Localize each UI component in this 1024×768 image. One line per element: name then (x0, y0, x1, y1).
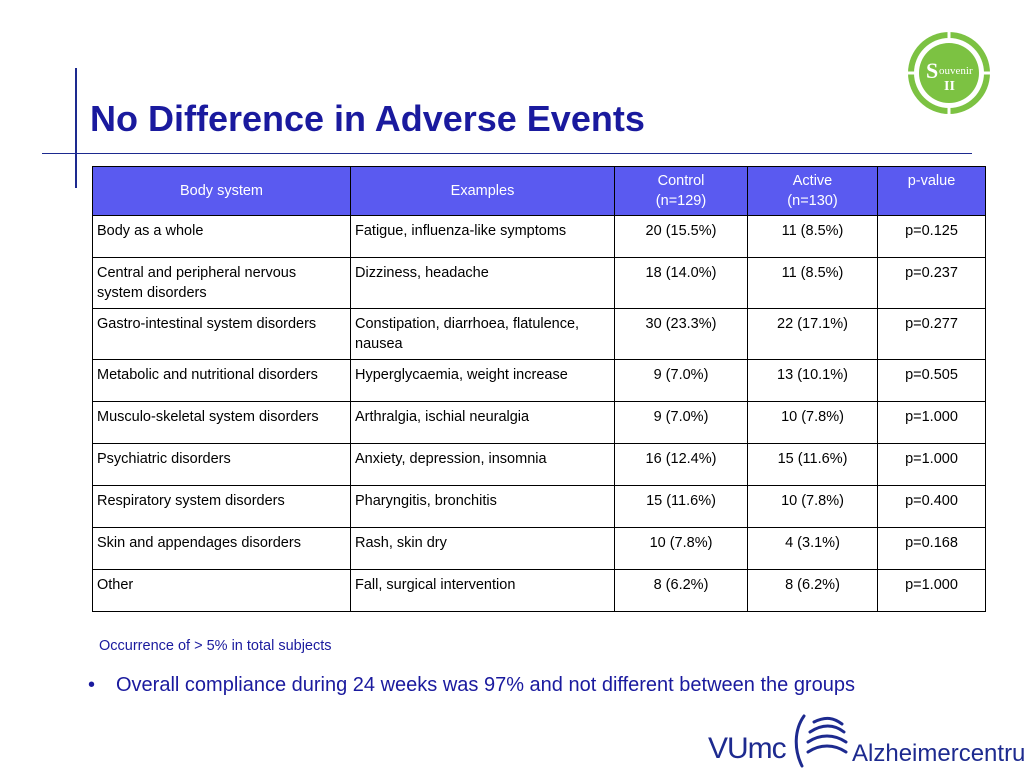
cell-body-system: Respiratory system disorders (92, 485, 351, 528)
souvenir-ii-badge-icon: S ouvenir II (906, 30, 992, 116)
cell-body-system: Central and peripheral nervous system di… (92, 257, 351, 309)
bullet-text: Overall compliance during 24 weeks was 9… (116, 674, 855, 696)
header-active-n: (n=130) (787, 193, 838, 209)
badge-word: ouvenir (939, 65, 973, 77)
cell-examples: Rash, skin dry (350, 527, 615, 570)
cell-control: 20 (15.5%) (614, 215, 748, 258)
cell-control: 15 (11.6%) (614, 485, 748, 528)
cell-examples: Fatigue, influenza-like symptoms (350, 215, 615, 258)
cell-body-system: Gastro-intestinal system disorders (92, 308, 351, 360)
cell-body-system: Metabolic and nutritional disorders (92, 359, 351, 402)
cell-examples: Dizziness, headache (350, 257, 615, 309)
table-row: Respiratory system disorders Pharyngitis… (92, 485, 986, 528)
cell-pvalue: p=1.000 (877, 443, 986, 486)
vumc-logo: VUmc Alzheimercentrum (708, 712, 1024, 768)
cell-control: 9 (7.0%) (614, 359, 748, 402)
table-row: Musculo-skeletal system disorders Arthra… (92, 401, 986, 444)
cell-pvalue: p=0.237 (877, 257, 986, 309)
cell-pvalue: p=1.000 (877, 569, 986, 612)
cell-examples: Anxiety, depression, insomnia (350, 443, 615, 486)
cell-pvalue: p=0.125 (877, 215, 986, 258)
badge-numeral: II (944, 79, 955, 94)
cell-examples: Fall, surgical intervention (350, 569, 615, 612)
decorative-vertical-line (75, 68, 77, 188)
table-row: Central and peripheral nervous system di… (92, 257, 986, 309)
logo-vumc-text: VUmc (708, 732, 787, 765)
table-row: Body as a whole Fatigue, influenza-like … (92, 215, 986, 258)
cell-control: 9 (7.0%) (614, 401, 748, 444)
cell-control: 10 (7.8%) (614, 527, 748, 570)
bullet-item: • Overall compliance during 24 weeks was … (88, 674, 855, 697)
cell-active: 4 (3.1%) (747, 527, 878, 570)
table-row: Other Fall, surgical intervention 8 (6.2… (92, 569, 986, 612)
table-footnote: Occurrence of > 5% in total subjects (99, 638, 332, 654)
cell-control: 16 (12.4%) (614, 443, 748, 486)
cell-examples: Arthralgia, ischial neuralgia (350, 401, 615, 444)
bullet-dot-icon: • (88, 674, 96, 696)
cell-examples: Hyperglycaemia, weight increase (350, 359, 615, 402)
cell-body-system: Body as a whole (92, 215, 351, 258)
cell-body-system: Other (92, 569, 351, 612)
adverse-events-table: Body system Examples Control (n=129) Acti… (92, 166, 986, 612)
cell-examples: Constipation, diarrhoea, flatulence, nau… (350, 308, 615, 360)
header-control: Control (n=129) (614, 166, 748, 216)
cell-active: 22 (17.1%) (747, 308, 878, 360)
cell-active: 10 (7.8%) (747, 401, 878, 444)
cell-active: 13 (10.1%) (747, 359, 878, 402)
cell-pvalue: p=0.277 (877, 308, 986, 360)
cell-pvalue: p=1.000 (877, 401, 986, 444)
badge-letter: S (926, 58, 938, 83)
logo-alzheimercentrum-text: Alzheimercentrum (852, 740, 1024, 767)
logo-waves-icon (794, 714, 848, 768)
table-row: Psychiatric disorders Anxiety, depressio… (92, 443, 986, 486)
table-row: Metabolic and nutritional disorders Hype… (92, 359, 986, 402)
cell-active: 11 (8.5%) (747, 215, 878, 258)
table-row: Gastro-intestinal system disorders Const… (92, 308, 986, 360)
header-active-label: Active (792, 173, 833, 189)
cell-active: 8 (6.2%) (747, 569, 878, 612)
cell-control: 18 (14.0%) (614, 257, 748, 309)
cell-pvalue: p=0.168 (877, 527, 986, 570)
cell-pvalue: p=0.505 (877, 359, 986, 402)
header-control-n: (n=129) (655, 193, 707, 209)
cell-control: 30 (23.3%) (614, 308, 748, 360)
header-pvalue: p-value (877, 166, 986, 216)
cell-control: 8 (6.2%) (614, 569, 748, 612)
cell-pvalue: p=0.400 (877, 485, 986, 528)
cell-examples: Pharyngitis, bronchitis (350, 485, 615, 528)
header-active: Active (n=130) (747, 166, 878, 216)
cell-body-system: Musculo-skeletal system disorders (92, 401, 351, 444)
header-control-label: Control (657, 173, 705, 189)
table-header-row: Body system Examples Control (n=129) Acti… (92, 166, 986, 216)
header-body-system: Body system (92, 166, 351, 216)
cell-active: 10 (7.8%) (747, 485, 878, 528)
cell-active: 15 (11.6%) (747, 443, 878, 486)
header-examples: Examples (350, 166, 615, 216)
table-row: Skin and appendages disorders Rash, skin… (92, 527, 986, 570)
cell-body-system: Skin and appendages disorders (92, 527, 351, 570)
slide-title: No Difference in Adverse Events (90, 98, 645, 139)
decorative-horizontal-line (42, 153, 972, 154)
cell-body-system: Psychiatric disorders (92, 443, 351, 486)
cell-active: 11 (8.5%) (747, 257, 878, 309)
